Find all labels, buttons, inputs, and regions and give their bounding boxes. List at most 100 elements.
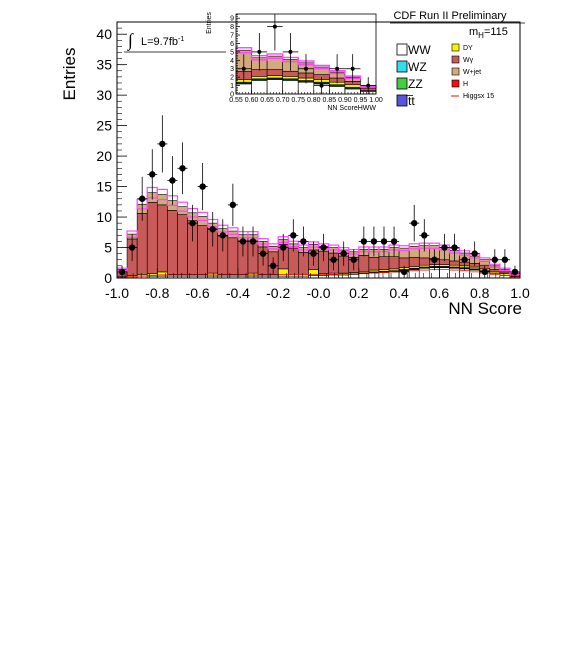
legend-entry: WW <box>396 43 431 57</box>
data-point-7 <box>344 54 361 84</box>
bar-W-2 <box>266 69 283 76</box>
data-point-8 <box>360 77 376 94</box>
bar-W-8 <box>197 225 208 275</box>
inset-data-points <box>236 14 376 94</box>
header-title: CDF Run II Preliminary <box>393 10 507 22</box>
data-point-1 <box>251 33 268 71</box>
x-tick-label: 1.0 <box>510 285 530 301</box>
x-tick-label: 0.55 <box>229 97 243 104</box>
mass-label: mH=115 <box>469 26 508 40</box>
bar-W-25 <box>368 256 380 271</box>
x-axis-title: NN Score <box>448 299 522 318</box>
bar-DY-7 <box>344 84 361 88</box>
inset-x-axis-title: NN ScoreHWW <box>327 105 376 112</box>
data-point-22 <box>338 241 349 266</box>
data-point-37 <box>489 249 500 271</box>
main-data-points <box>117 115 520 278</box>
data-point-35 <box>469 241 480 266</box>
bar-WW-24 <box>358 273 370 279</box>
data-point-9 <box>207 211 218 247</box>
data-point-1 <box>127 233 138 262</box>
data-point-34 <box>459 249 470 271</box>
x-tick-label: 0.95 <box>354 97 368 104</box>
data-point-13 <box>247 226 259 257</box>
legend-swatch <box>451 55 460 64</box>
luminosity-text: L=9.7fb-1 <box>141 36 184 48</box>
data-point-2 <box>267 14 283 51</box>
bar-W+jet-28 <box>398 247 410 259</box>
y-axis-title: Entries <box>60 48 79 101</box>
data-point-32 <box>439 233 450 262</box>
data-point-24 <box>358 226 369 257</box>
x-tick-label: -0.8 <box>145 285 169 301</box>
bar-WW-25 <box>368 272 380 279</box>
y-tick-label: 15 <box>96 179 112 195</box>
bar-W-3 <box>146 202 158 275</box>
legend-entry: W+jet <box>451 67 481 76</box>
data-point-39 <box>509 265 520 278</box>
bar-WW-2 <box>266 79 283 95</box>
data-point-31 <box>429 249 440 271</box>
legend-label: W+jet <box>463 69 481 76</box>
legend-swatch <box>451 43 460 52</box>
bar-DY-2 <box>266 75 283 79</box>
inset-y-axis-title: Entries <box>206 12 213 34</box>
legend-right-column: DY Wγ W+jet H Higgsx 15 <box>451 43 494 100</box>
data-point-25 <box>368 226 379 257</box>
y-tick-label: 30 <box>96 87 112 103</box>
y-tick-label: 5 <box>230 49 234 56</box>
data-point-6 <box>177 142 188 195</box>
legend-label: Wγ <box>463 57 474 64</box>
x-tick-label: 0.70 <box>276 97 290 104</box>
bar-W-29 <box>408 256 420 267</box>
uncertainty-bin-8 <box>197 211 209 222</box>
integral-sign: ∫ <box>127 30 134 51</box>
bar-WW-27 <box>388 271 400 279</box>
bar-W+jet-29 <box>408 246 420 258</box>
data-point-29 <box>409 204 420 242</box>
x-tick-label: 0.80 <box>307 97 321 104</box>
data-point-27 <box>389 226 400 257</box>
data-point-19 <box>308 241 319 266</box>
x-tick-label: 0.60 <box>245 97 259 104</box>
bar-W+jet-36 <box>479 259 491 266</box>
bar-WW-4 <box>297 81 315 95</box>
x-tick-label: -0.4 <box>226 285 250 301</box>
bar-W-33 <box>449 260 460 266</box>
data-point-5 <box>167 156 178 205</box>
main-plot: -1.0 -0.8 -0.6 -0.4 -0.2 -0.0 0.2 0.4 0.6 0.8 1.00… <box>60 21 530 318</box>
y-tick-label: 40 <box>96 26 112 42</box>
y-tick-label: 25 <box>96 118 112 134</box>
bar-WW-3 <box>282 80 299 95</box>
x-tick-label: 0.75 <box>291 97 305 104</box>
bar-DY-1 <box>251 76 268 80</box>
bar-WW-26 <box>378 272 390 279</box>
data-point-20 <box>318 233 329 262</box>
x-tick-label: -1.0 <box>105 285 129 301</box>
legend-label: t̅t <box>406 94 416 108</box>
x-tick-label: 0.4 <box>389 285 409 301</box>
data-point-6 <box>329 54 345 84</box>
legend-label: DY <box>463 45 473 52</box>
bar-W-3 <box>282 70 299 77</box>
y-tick-label: 6 <box>230 41 234 48</box>
legend-entry: DY <box>451 43 473 52</box>
y-tick-label: 2 <box>230 75 234 82</box>
data-point-28 <box>399 265 410 278</box>
x-tick-label: -0.6 <box>186 285 210 301</box>
y-tick-label: 35 <box>96 57 112 73</box>
legend-swatch <box>396 77 408 90</box>
legend-left-column: WW WZ ZZ t̅t <box>396 43 431 108</box>
legend-swatch <box>396 94 408 107</box>
legend-swatch <box>451 67 460 76</box>
bar-WW-35 <box>469 269 480 279</box>
bar-W-4 <box>157 204 168 273</box>
data-point-10 <box>217 219 228 252</box>
data-point-38 <box>499 249 510 271</box>
data-point-12 <box>237 226 248 257</box>
main-axis-ticks: -1.0 -0.8 -0.6 -0.4 -0.2 -0.0 0.2 0.4 0.6 0.8 1.00… <box>96 21 530 301</box>
data-point-30 <box>419 219 430 252</box>
legend-swatch <box>451 79 460 88</box>
data-point-17 <box>288 219 299 252</box>
